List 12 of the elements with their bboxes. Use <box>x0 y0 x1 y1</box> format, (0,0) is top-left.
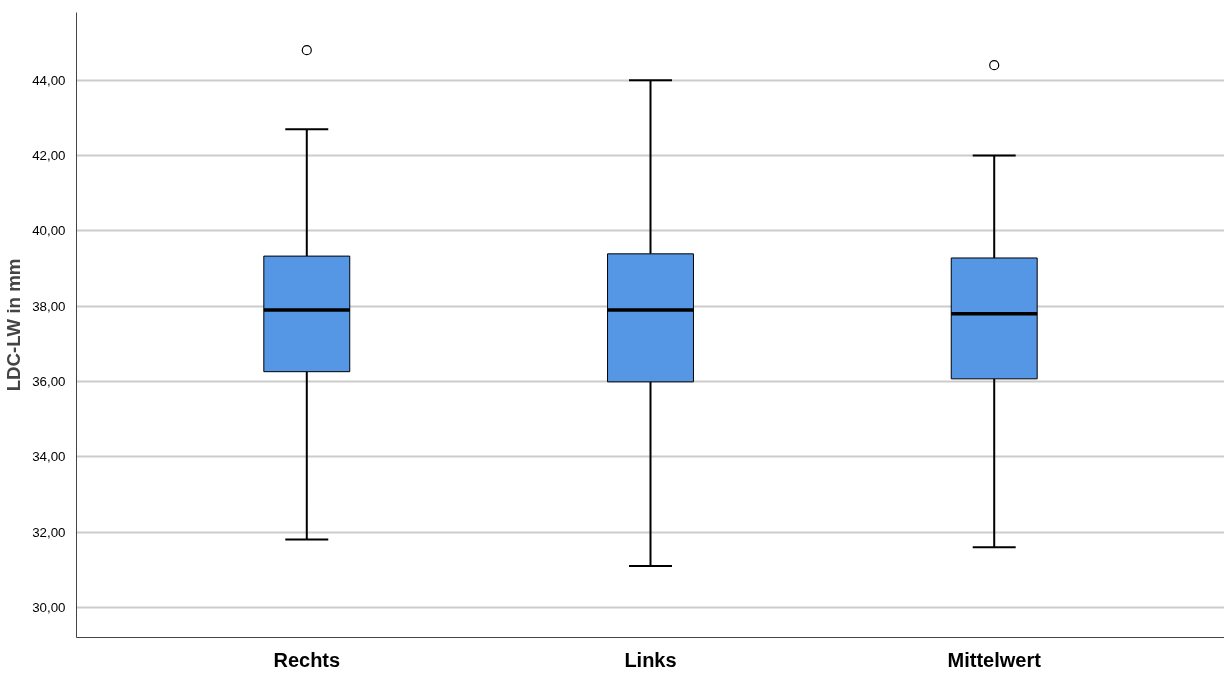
y-tick-label: 38,00 <box>32 298 66 314</box>
y-tick-label: 40,00 <box>32 223 66 239</box>
y-tick-label: 42,00 <box>32 148 66 164</box>
x-tick-label: Mittelwert <box>947 648 1042 671</box>
y-tick-label: 32,00 <box>32 524 66 540</box>
y-axis-title: LDC-LW in mm <box>3 258 25 392</box>
y-tick-label: 30,00 <box>32 599 66 615</box>
y-tick-label: 36,00 <box>32 373 66 389</box>
x-tick-label: Rechts <box>273 648 341 671</box>
y-tick-label: 44,00 <box>32 72 66 88</box>
x-tick-label: Links <box>624 648 677 671</box>
y-tick-label: 34,00 <box>32 449 66 465</box>
